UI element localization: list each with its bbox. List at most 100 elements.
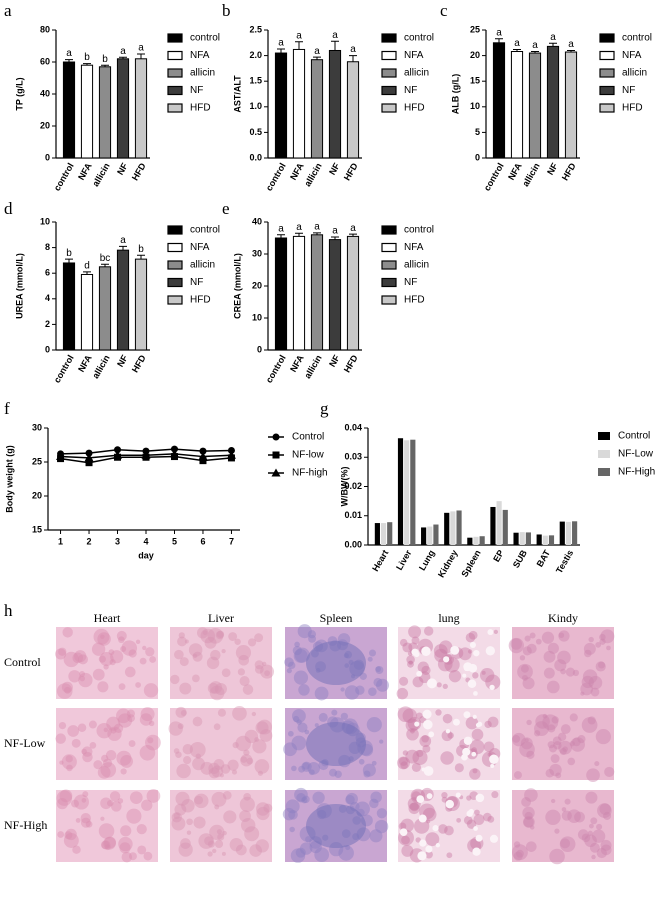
tissue-background	[170, 708, 272, 780]
legend-label: control	[404, 33, 434, 44]
tissue-texture	[67, 725, 80, 737]
tissue-texture	[468, 630, 478, 640]
tissue-texture	[402, 750, 409, 756]
tissue-texture	[600, 844, 612, 856]
y-tick-label: 1.5	[249, 76, 262, 86]
tissue-texture	[107, 726, 122, 741]
tissue-texture	[443, 656, 450, 663]
tissue-texture	[140, 707, 155, 722]
tissue-texture	[178, 842, 193, 857]
tissue-texture	[376, 808, 387, 819]
tissue-texture	[99, 652, 114, 667]
tissue-texture	[193, 816, 206, 829]
panel-label: c	[440, 1, 448, 20]
tissue-texture	[547, 724, 556, 733]
legend-swatch	[599, 50, 615, 61]
tissue-texture	[179, 657, 189, 667]
tissue-texture	[529, 825, 535, 830]
x-tick-label: 7	[229, 536, 234, 546]
tissue-texture	[367, 656, 373, 662]
tissue-texture	[301, 796, 308, 804]
tissue-texture	[463, 711, 471, 719]
tissue-texture	[288, 661, 296, 670]
tissue-texture	[210, 649, 221, 661]
y-tick-label: 0.0	[249, 152, 262, 162]
legend-label: HFD	[190, 295, 211, 306]
tissue-texture	[141, 799, 153, 811]
tissue-texture	[589, 823, 594, 829]
tissue-texture	[565, 667, 576, 677]
legend-label: allicin	[404, 260, 429, 271]
column-header: Spleen	[320, 611, 353, 625]
tissue-texture	[421, 767, 426, 772]
legend-label: NF-low	[292, 450, 324, 461]
tissue-texture	[406, 727, 419, 741]
tissue-texture	[422, 744, 431, 753]
tissue-texture	[455, 792, 461, 798]
y-tick-label: 0	[475, 152, 480, 162]
tissue-texture	[221, 668, 231, 678]
tissue-background	[170, 790, 272, 862]
tissue-texture	[409, 802, 419, 812]
error-bar	[531, 51, 539, 54]
bar	[444, 512, 450, 545]
tissue-texture	[171, 816, 186, 831]
tissue-texture	[192, 653, 198, 659]
tissue-texture	[306, 804, 366, 848]
y-tick-label: 30	[32, 422, 42, 432]
tissue-texture	[513, 771, 522, 780]
tissue-texture	[304, 729, 310, 735]
tissue-texture	[55, 648, 67, 660]
x-axis-label: day	[138, 550, 154, 560]
tissue-texture	[572, 737, 581, 747]
tissue-texture	[97, 681, 109, 693]
tissue-texture	[293, 670, 309, 685]
legend-label: Control	[618, 431, 650, 442]
tissue-texture	[179, 682, 192, 695]
tissue-texture	[411, 636, 420, 645]
bar	[564, 51, 578, 159]
y-tick-label: 0.5	[249, 127, 262, 137]
tissue-texture	[81, 797, 87, 803]
tissue-texture	[524, 738, 529, 743]
tissue-texture	[101, 840, 111, 850]
tissue-texture	[421, 734, 429, 743]
significance-letter: bc	[100, 253, 111, 264]
tissue-background	[512, 790, 614, 862]
tissue-texture	[208, 762, 220, 775]
tissue-texture	[344, 685, 360, 700]
tissue-texture	[481, 670, 486, 675]
legend-label: allicin	[190, 260, 215, 271]
tissue-texture	[239, 796, 255, 812]
y-tick-label: 10	[252, 312, 262, 322]
tissue-texture	[546, 680, 560, 694]
y-tick-label: 60	[40, 56, 50, 66]
tissue-texture	[228, 632, 238, 641]
tissue-texture	[450, 645, 460, 655]
tissue-texture	[298, 684, 310, 696]
tissue-texture	[535, 714, 550, 729]
tissue-texture	[548, 744, 557, 753]
error-bar	[137, 53, 145, 59]
tissue-texture	[120, 754, 134, 768]
tissue-texture	[471, 747, 477, 753]
tissue-texture	[562, 746, 568, 752]
tissue-texture	[471, 728, 484, 741]
tissue-texture	[400, 761, 409, 770]
tissue-texture	[398, 676, 409, 686]
significance-letter: a	[278, 223, 284, 234]
tissue-texture	[584, 834, 597, 848]
tissue-texture	[143, 683, 159, 698]
tissue-texture	[513, 851, 523, 861]
tissue-texture	[56, 790, 73, 806]
tissue-texture	[214, 804, 220, 810]
tissue-texture	[238, 654, 250, 666]
tissue-texture	[221, 851, 226, 856]
tissue-texture	[243, 792, 251, 801]
y-tick-label: 10	[470, 101, 480, 111]
tissue-texture	[596, 847, 607, 859]
tissue-texture	[65, 755, 73, 763]
tissue-texture	[188, 643, 203, 657]
tissue-texture	[396, 687, 409, 700]
tissue-texture	[435, 843, 441, 848]
